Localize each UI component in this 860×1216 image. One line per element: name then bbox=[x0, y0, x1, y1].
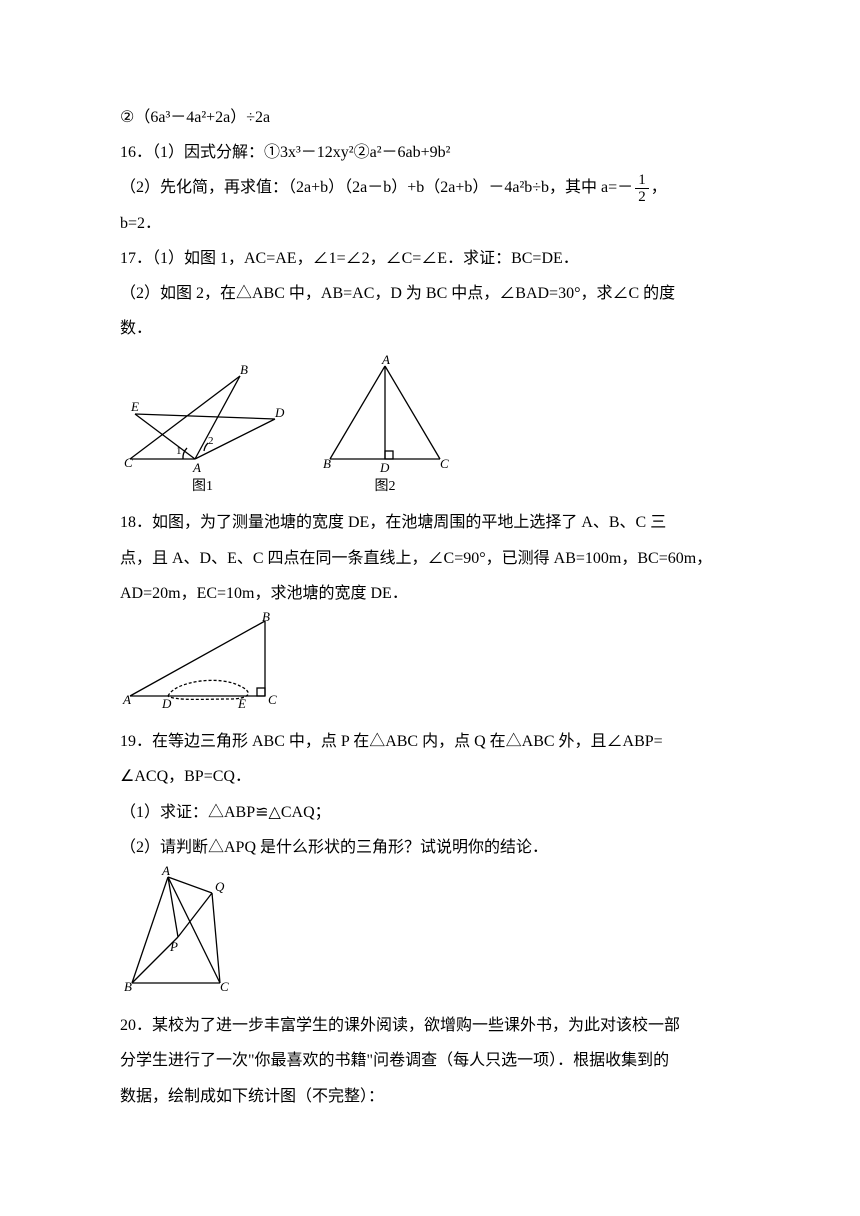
q16-part1: 16．（1）因式分解：①3x³－12xy²②a²－6ab+9b² bbox=[120, 135, 740, 170]
q19-part3: （1）求证：△ABP≌△CAQ； bbox=[120, 795, 740, 830]
fig4-label-b: B bbox=[124, 979, 132, 994]
q16-text-a: （2）先化简，再求值：（2a+b）（2a－b）+b（2a+b）－4a²b÷b，其… bbox=[120, 179, 633, 196]
figure-1-svg: B E D C A 1 2 bbox=[120, 364, 285, 474]
q17-part2: （2）如图 2，在△ABC 中，AB=AC，D 为 BC 中点，∠BAD=30°… bbox=[120, 276, 740, 311]
q18-part2: 点，且 A、D、E、C 四点在同一条直线上，∠C=90°，已测得 AB=100m… bbox=[120, 541, 740, 576]
q20-part1: 20．某校为了进一步丰富学生的课外阅读，欲增购一些课外书，为此对该校一部 bbox=[120, 1008, 740, 1043]
fig3-label-b: B bbox=[262, 611, 270, 624]
figure-4: A B C P Q bbox=[120, 865, 260, 995]
fig1-angle-2: 2 bbox=[208, 435, 214, 447]
q18-part1: 18．如图，为了测量池塘的宽度 DE，在池塘周围的平地上选择了 A、B、C 三 bbox=[120, 505, 740, 540]
figure-3-svg: A B C D E bbox=[120, 611, 285, 711]
fig3-label-e: E bbox=[237, 696, 246, 711]
q16-text-b: ， bbox=[651, 179, 667, 196]
fig1-angle-1: 1 bbox=[176, 445, 182, 457]
figure-2-svg: A B D C bbox=[315, 354, 455, 474]
fig1-label-a: A bbox=[192, 460, 201, 474]
fig3-label-d: D bbox=[161, 696, 172, 711]
q15-part2: ②（6a³－4a²+2a）÷2a bbox=[120, 100, 740, 135]
fig3-label-a: A bbox=[122, 692, 131, 707]
fraction-num: 1 bbox=[635, 172, 649, 190]
q17-part1: 17．（1）如图 1，AC=AE，∠1=∠2，∠C=∠E．求证：BC=DE． bbox=[120, 241, 740, 276]
q19-part1: 19．在等边三角形 ABC 中，点 P 在△ABC 内，点 Q 在△ABC 外，… bbox=[120, 724, 740, 759]
q16-part2: （2）先化简，再求值：（2a+b）（2a－b）+b（2a+b）－4a²b÷b，其… bbox=[120, 170, 740, 205]
fig1-label-c: C bbox=[124, 455, 133, 470]
fig3-label-c: C bbox=[268, 692, 277, 707]
fig1-label-e: E bbox=[130, 399, 139, 414]
fig4-label-c: C bbox=[220, 979, 229, 994]
q19-part4: （2）请判断△APQ 是什么形状的三角形？试说明你的结论． bbox=[120, 830, 740, 865]
fig2-label-c: C bbox=[440, 456, 449, 471]
figure-2: A B D C 图2 bbox=[315, 354, 455, 497]
figure-4-svg: A B C P Q bbox=[120, 865, 260, 995]
figure-row-17: B E D C A 1 2 图1 A B D C bbox=[120, 354, 740, 497]
figure-3: A B C D E bbox=[120, 611, 285, 711]
q18-part3: AD=20m，EC=10m，求池塘的宽度 DE． bbox=[120, 576, 740, 611]
fig4-label-q: Q bbox=[215, 879, 225, 894]
q20-part3: 数据，绘制成如下统计图（不完整）： bbox=[120, 1079, 740, 1114]
figure-1-caption: 图1 bbox=[120, 476, 285, 497]
fig4-label-a: A bbox=[161, 865, 170, 878]
fig2-label-b: B bbox=[323, 456, 331, 471]
q19-part2: ∠ACQ，BP=CQ． bbox=[120, 759, 740, 794]
fig1-label-b: B bbox=[240, 364, 248, 377]
fraction-den: 2 bbox=[635, 189, 649, 206]
figure-1: B E D C A 1 2 图1 bbox=[120, 364, 285, 497]
fig2-label-a: A bbox=[381, 354, 390, 367]
q20-part2: 分学生进行了一次"你最喜欢的书籍"问卷调查（每人只选一项）．根据收集到的 bbox=[120, 1043, 740, 1078]
q16-part3: b=2． bbox=[120, 206, 740, 241]
fig4-label-p: P bbox=[169, 939, 178, 954]
q17-part3: 数． bbox=[120, 311, 740, 346]
fraction-half: 12 bbox=[635, 172, 649, 206]
figure-2-caption: 图2 bbox=[315, 476, 455, 497]
fig2-label-d: D bbox=[379, 460, 390, 474]
fig1-label-d: D bbox=[274, 405, 285, 420]
